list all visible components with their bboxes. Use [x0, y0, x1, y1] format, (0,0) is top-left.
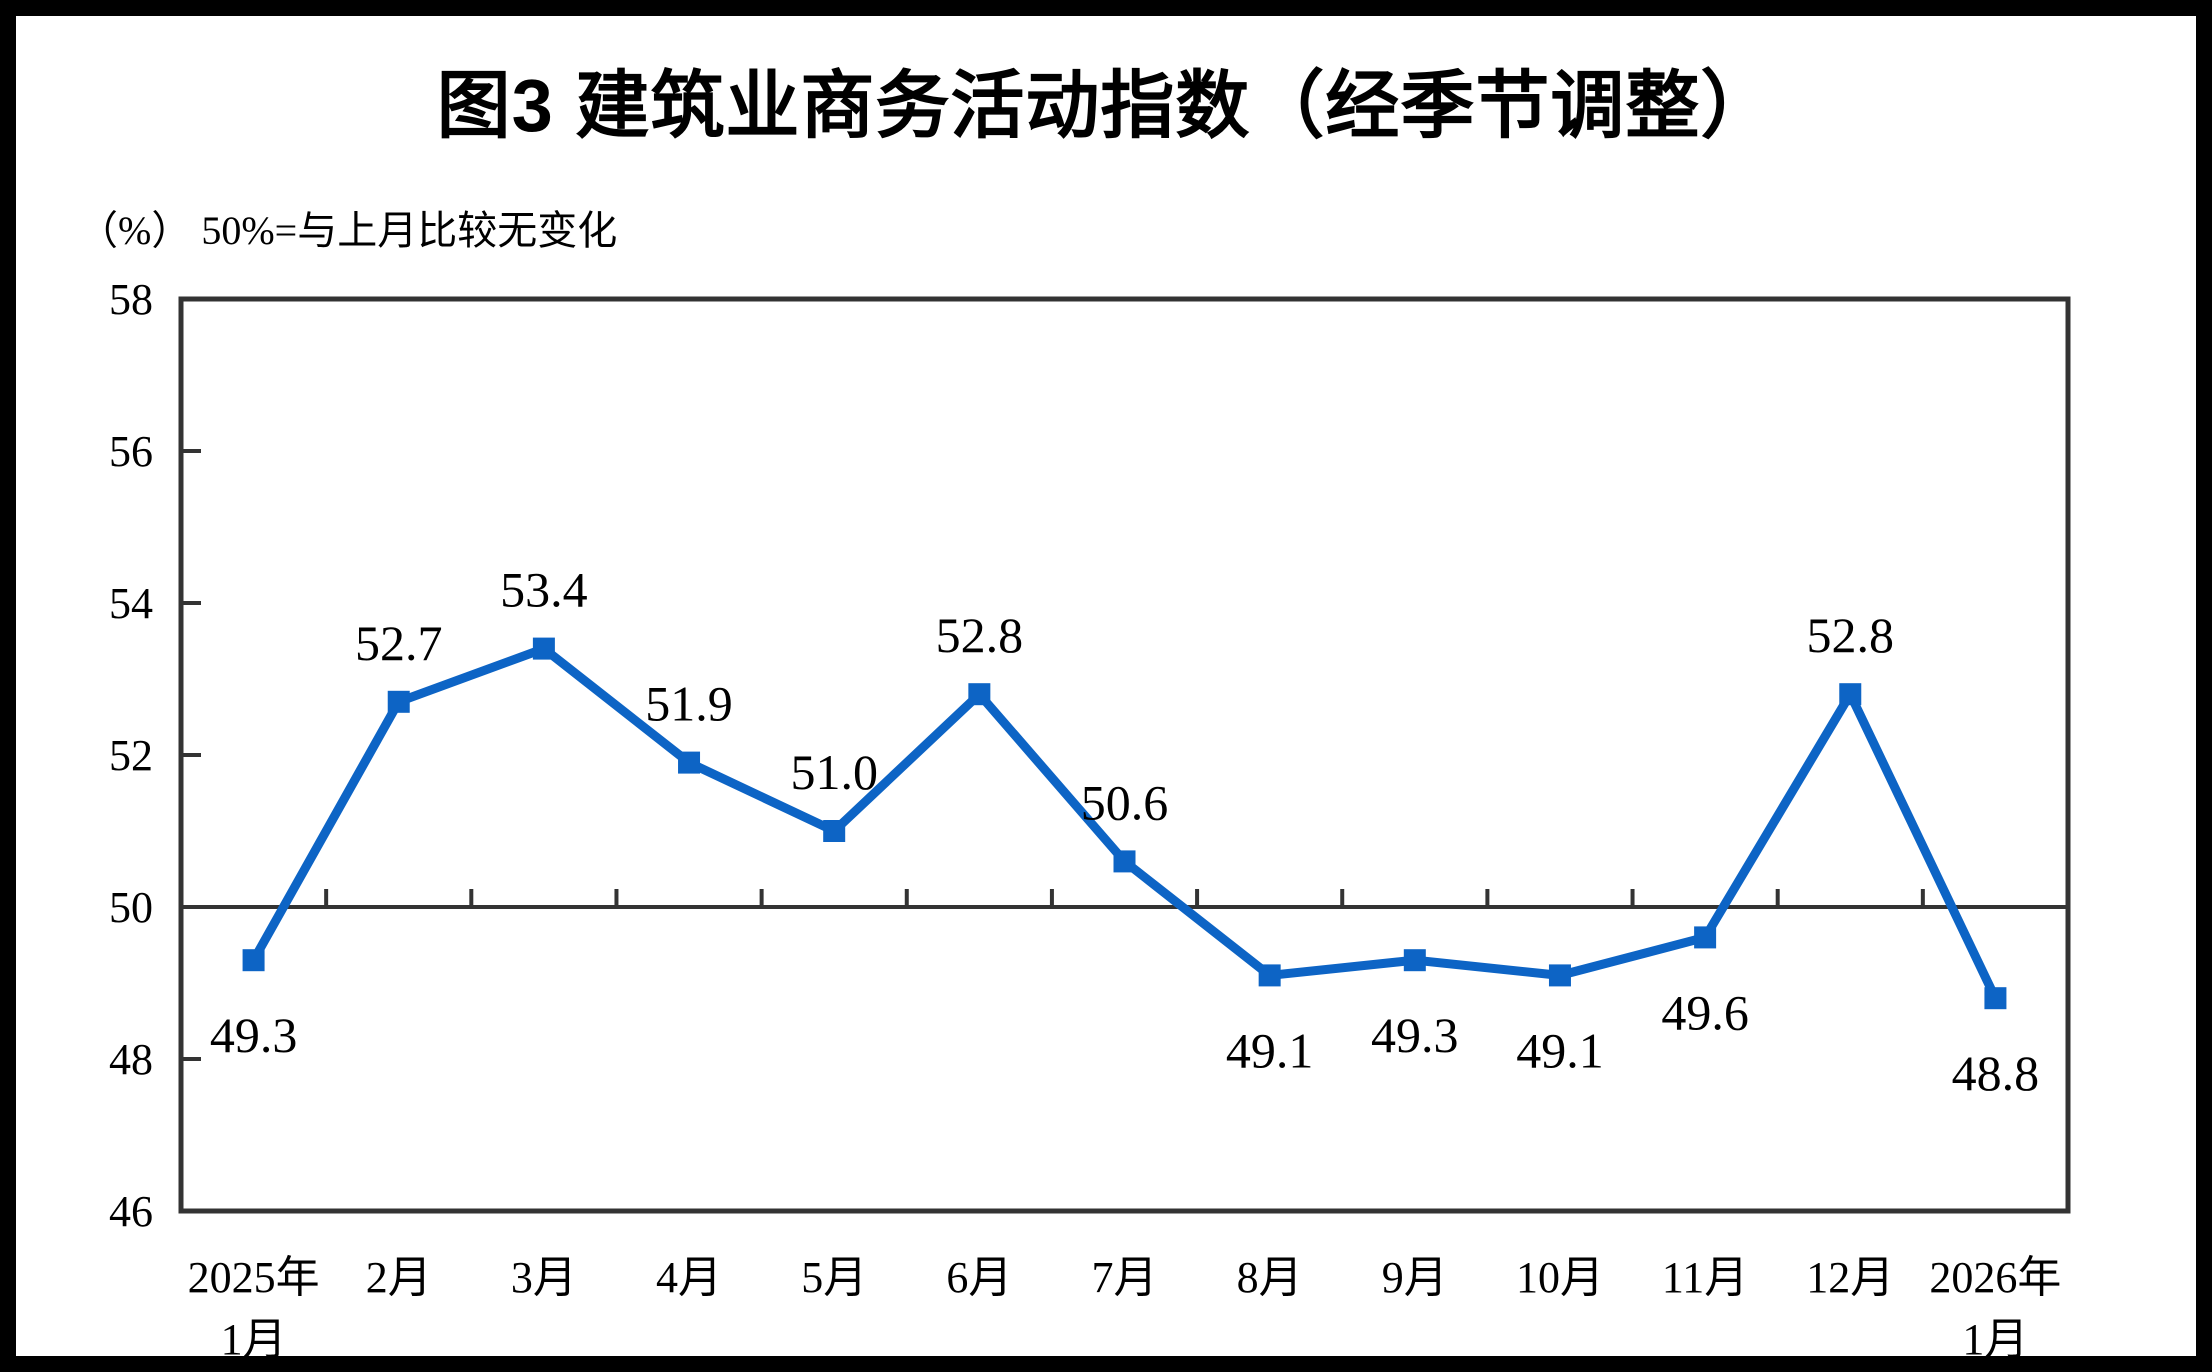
data-point-label: 49.3: [210, 1007, 298, 1063]
data-point-marker: [1403, 949, 1426, 972]
axis-unit-note: （%） 50%=与上月比较无变化: [78, 208, 618, 253]
y-tick-label: 56: [109, 427, 153, 476]
y-tick-label: 50: [109, 883, 153, 932]
data-point-marker: [532, 637, 555, 660]
x-category-label: 7月: [1092, 1253, 1158, 1302]
y-tick-label: 54: [109, 579, 153, 628]
data-point-label: 49.6: [1661, 984, 1749, 1040]
data-point-marker: [968, 683, 991, 706]
data-point-label: 52.8: [936, 607, 1024, 663]
data-point-marker: [1839, 683, 1862, 706]
data-point-label: 52.7: [355, 615, 443, 671]
x-category-label: 6月: [946, 1253, 1012, 1302]
data-point-marker: [1984, 987, 2007, 1010]
x-category-label: 8月: [1237, 1253, 1303, 1302]
y-tick-label: 46: [109, 1187, 153, 1236]
x-category-label: 2025年: [188, 1253, 320, 1302]
x-category-label: 3月: [511, 1253, 577, 1302]
data-point-label: 51.9: [645, 676, 733, 732]
x-category-label: 5月: [801, 1253, 867, 1302]
chart-title: 图3 建筑业商务活动指数（经季节调整）: [436, 64, 1776, 147]
x-category-label: 1月: [221, 1315, 287, 1364]
x-category-label: 10月: [1516, 1253, 1604, 1302]
x-category-label: 9月: [1382, 1253, 1448, 1302]
y-tick-label: 48: [109, 1035, 153, 1084]
data-point-marker: [242, 949, 265, 972]
x-category-label: 11月: [1662, 1253, 1748, 1302]
data-point-marker: [823, 820, 846, 842]
x-category-label: 12月: [1806, 1253, 1894, 1302]
data-point-label: 52.8: [1807, 607, 1895, 663]
data-point-marker: [387, 690, 410, 713]
data-point-marker: [1694, 926, 1717, 949]
data-point-label: 51.0: [790, 744, 878, 800]
data-point-label: 48.8: [1952, 1045, 2040, 1101]
plot-border: [178, 296, 2071, 1214]
line-chart-canvas: 46 48 50 52 54 56 58 2025年 1月 2月 3月 4月 5月 6月 7月 8月 9月 10月…: [109, 275, 2071, 1364]
x-category-label: 4月: [656, 1253, 722, 1302]
data-point-label: 53.4: [500, 562, 588, 618]
data-point-label: 49.1: [1226, 1022, 1314, 1078]
data-point-label: 49.1: [1516, 1022, 1604, 1078]
x-category-label: 2026年: [1929, 1253, 2061, 1302]
data-point-marker: [1258, 964, 1281, 987]
data-point-label: 49.3: [1371, 1007, 1459, 1063]
data-point-marker: [678, 751, 701, 774]
y-tick-label: 52: [109, 731, 153, 780]
data-point-label: 50.6: [1081, 774, 1169, 830]
x-category-label: 1月: [1962, 1315, 2028, 1364]
x-category-label: 2月: [366, 1253, 432, 1302]
data-point-marker: [1548, 964, 1571, 987]
data-point-marker: [1113, 850, 1136, 873]
y-tick-label: 58: [109, 275, 153, 324]
